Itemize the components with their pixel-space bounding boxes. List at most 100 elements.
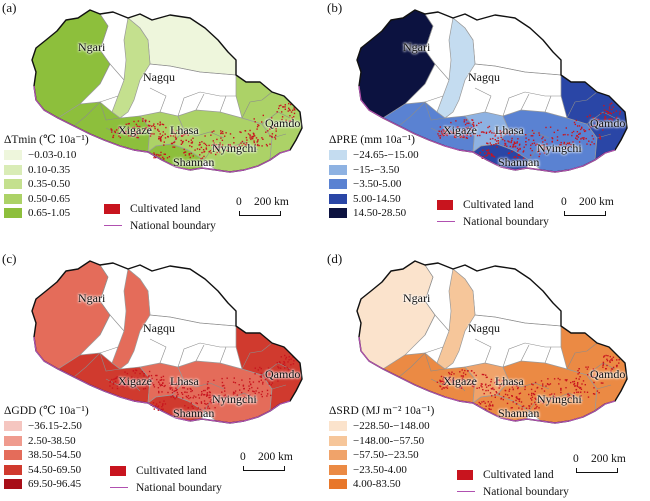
cultivated-land-dot bbox=[513, 156, 515, 158]
city-qamdo: Qamdo bbox=[265, 116, 301, 130]
cultivated-land-dot bbox=[612, 356, 615, 358]
cultivated-land-dot bbox=[573, 121, 576, 124]
cultivated-land-dot bbox=[222, 132, 224, 135]
cultivated-land-dot bbox=[480, 131, 483, 133]
cultivated-land-dot bbox=[255, 390, 257, 392]
cultivated-land-dot bbox=[556, 136, 559, 138]
cultivated-land-dot bbox=[292, 109, 294, 111]
cultivated-land-dot bbox=[542, 144, 544, 147]
national-boundary-line bbox=[457, 491, 475, 492]
cultivated-land-dot bbox=[241, 379, 243, 381]
cultivated-land-dot bbox=[584, 384, 586, 386]
cultivated-land-dot bbox=[157, 123, 159, 125]
cultivated-land-dot bbox=[168, 382, 171, 384]
cultivated-land-dot bbox=[233, 377, 235, 379]
map-c bbox=[31, 260, 303, 424]
cultivated-land-dot bbox=[519, 148, 521, 150]
cultivated-land-dot bbox=[438, 135, 440, 137]
cultivated-land-dot bbox=[482, 156, 485, 158]
cultivated-land-dot bbox=[171, 392, 174, 394]
cultivated-land-dot bbox=[170, 135, 172, 137]
cultivated-land-dot bbox=[251, 386, 253, 389]
cultivated-land-dot bbox=[281, 116, 284, 118]
cultivated-land-dot bbox=[180, 139, 182, 142]
cultivated-land-dot bbox=[159, 123, 162, 125]
cultivated-land-dot bbox=[223, 395, 225, 397]
cultivated-land-dot bbox=[534, 390, 536, 393]
cultivated-land-dot bbox=[482, 131, 484, 133]
cultivated-land-dot bbox=[612, 366, 615, 369]
cultivated-land-dot bbox=[596, 374, 598, 376]
cultivated-land-dot bbox=[124, 371, 126, 373]
cultivated-land-dot bbox=[483, 400, 485, 403]
region-ngari bbox=[356, 9, 436, 119]
cultivated-land-dot bbox=[521, 408, 523, 410]
cultivated-land-dot bbox=[613, 111, 615, 114]
city-nyingchi: Nyingchi bbox=[537, 141, 582, 155]
cultivated-land-dot bbox=[159, 385, 162, 387]
cultivated-land-dot bbox=[158, 154, 160, 156]
cultivated-land-dot bbox=[134, 380, 136, 382]
cultivated-land-dot bbox=[175, 387, 177, 389]
cultivated-land-dot bbox=[206, 394, 208, 396]
cultivated-land-dot bbox=[615, 110, 618, 112]
cultivated-land-dot bbox=[490, 144, 492, 146]
cultivated-land-dot bbox=[157, 387, 160, 389]
cultivated-land-dot bbox=[580, 128, 582, 131]
cultivated-land-dot bbox=[520, 401, 523, 403]
legend-label: −3.50-5.00 bbox=[353, 178, 402, 191]
cultivated-land-dot bbox=[193, 395, 195, 397]
cultivated-land-dot bbox=[207, 405, 209, 407]
region-nagqu bbox=[436, 17, 476, 119]
cultivated-land-dot bbox=[123, 385, 125, 387]
cultivated-land-dot bbox=[156, 374, 158, 377]
cultivated-land-dot bbox=[181, 384, 183, 386]
cultivated-land-dot bbox=[453, 379, 455, 381]
cultivated-land-dot bbox=[256, 141, 258, 143]
cultivated-land-dot bbox=[591, 135, 593, 137]
cultivated-land-dot bbox=[517, 386, 519, 389]
panel-a: (a) Ngari Nagqu Xigaze Lhasa Qamdo Nying… bbox=[0, 0, 325, 250]
cultivated-land-dot bbox=[578, 368, 580, 370]
cultivated-land-dot bbox=[544, 139, 546, 141]
cultivated-land-dot bbox=[213, 142, 215, 144]
county-boundary bbox=[528, 392, 584, 412]
cultivated-land-dot bbox=[535, 407, 537, 409]
cultivated-land-dot bbox=[283, 361, 285, 363]
cultivated-land-dot bbox=[553, 395, 556, 398]
cultivated-land-dot bbox=[196, 148, 199, 150]
cultivated-land-dot bbox=[281, 111, 283, 113]
cultivated-land-dot bbox=[186, 391, 188, 394]
cultivated-land-dot bbox=[586, 368, 589, 370]
cultivated-land-label: Cultivated land bbox=[463, 198, 534, 211]
cultivated-land-dot bbox=[530, 388, 533, 391]
cultivated-land-dot bbox=[203, 400, 206, 402]
cultivated-land-dot bbox=[518, 398, 521, 400]
cultivated-land-dot bbox=[490, 155, 493, 157]
cultivated-land-dot bbox=[175, 384, 177, 386]
cultivated-land-dot bbox=[475, 380, 477, 382]
cultivated-land-item: Cultivated land bbox=[104, 200, 216, 217]
cultivated-land-dot bbox=[157, 381, 160, 383]
cultivated-land-dot bbox=[512, 388, 514, 391]
cultivated-land-dot bbox=[589, 376, 592, 378]
cultivated-land-dot bbox=[185, 395, 187, 398]
legend-title: ΔSRD (MJ m⁻² 10a⁻¹) bbox=[329, 405, 435, 417]
cultivated-land-dot bbox=[457, 130, 459, 132]
cultivated-land-dot bbox=[163, 141, 165, 143]
cultivated-land-dot bbox=[487, 385, 490, 387]
cultivated-land-dot bbox=[466, 134, 468, 136]
cultivated-land-dot bbox=[116, 385, 119, 387]
cultivated-land-dot bbox=[191, 390, 193, 392]
cultivated-land-dot bbox=[267, 130, 269, 132]
cultivated-land-dot bbox=[592, 368, 595, 370]
legend-item: 69.50-96.45 bbox=[4, 477, 89, 492]
legend-label: 0.65-1.05 bbox=[28, 207, 71, 220]
legend: ΔPRE (mm 10a⁻¹) −24.65-−15.00 −15-−3.50 … bbox=[329, 132, 419, 221]
cultivated-land-dot bbox=[542, 385, 544, 387]
cultivated-land-dot bbox=[201, 157, 204, 159]
cultivated-land-dot bbox=[171, 142, 173, 145]
cultivated-land-dot bbox=[487, 142, 489, 145]
legend-label: 14.50-28.50 bbox=[353, 207, 407, 220]
cultivated-land-dot bbox=[205, 147, 207, 149]
